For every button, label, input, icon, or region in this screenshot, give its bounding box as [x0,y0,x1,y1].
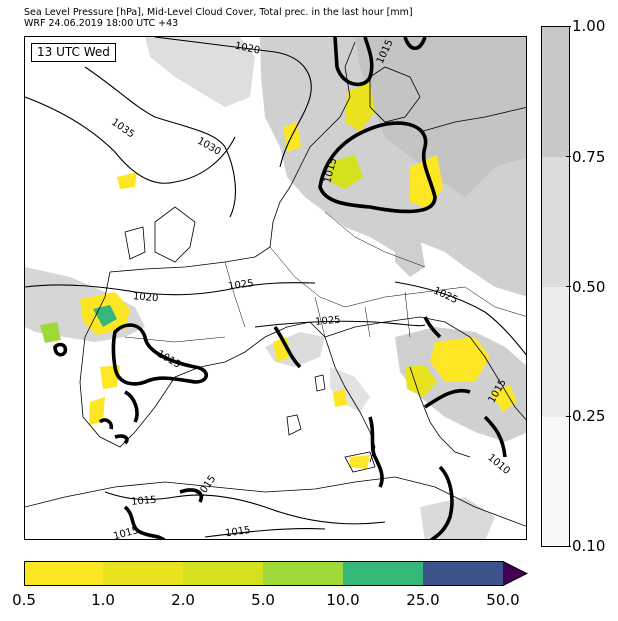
isobar-label: 1025 [228,278,255,292]
cloud-tick-label: 1.00 [572,17,606,35]
cloud-tick-label: 0.25 [572,407,606,425]
precip-segment-25.0-50.0 [423,561,503,586]
isobar-label: 1015 [155,349,183,371]
isobar-label: 1030 [195,136,223,158]
cloud-tick-mark [566,156,571,157]
precip-tick-label: 50.0 [486,591,520,609]
cloud-segment-075-100 [542,27,569,157]
isobar-label: 1010 [485,452,512,477]
isobar-label: 1035 [109,117,136,141]
isobar-label: 1015 [225,525,252,539]
isobar-label: 1015 [131,495,157,508]
cloud-tick-mark [566,546,571,547]
precip-tick-label: 5.0 [251,591,275,609]
cloud-tick-label: 0.10 [572,537,606,555]
cloud-tick-mark [566,26,571,27]
precip-tick-label: 0.5 [12,591,36,609]
cloud-segment-010-025 [542,417,569,546]
precip-tick-label: 1.0 [91,591,115,609]
isobar-label: 1025 [432,285,460,306]
precip-segment-2.0-5.0 [183,561,263,586]
cloud-segment-050-075 [542,157,569,287]
cloud-tick-mark [566,286,571,287]
isobar-label: 1020 [234,41,261,57]
valid-time-label: 13 UTC Wed [31,43,116,62]
precip-segment-5.0-10.0 [263,561,343,586]
cloud-segment-025-050 [542,287,569,417]
weather-map: 1020 1035 1030 1015 1015 1020 1025 1025 … [25,37,526,540]
isobar-1015-thick [53,37,507,539]
isobar-layer [25,37,526,538]
precip-overflow-arrow [503,561,527,586]
coastline-layer [25,41,526,527]
precip-tick-label: 25.0 [406,591,440,609]
precip-segment-1.0-2.0 [103,561,183,586]
precip-tick-label: 10.0 [326,591,360,609]
precipitation-colorbar [24,561,528,586]
model-run-subtitle: WRF 24.06.2019 18:00 UTC +43 [24,18,179,29]
isobar-label: 1015 [112,525,139,540]
map-panel: 1020 1035 1030 1015 1015 1020 1025 1025 … [24,36,527,540]
cloud-tick-mark [566,416,571,417]
precip-segment-10.0-25.0 [343,561,423,586]
precipitation-layer [40,82,517,469]
isobar-label: 1020 [132,291,158,304]
cloud-tick-label: 0.50 [572,278,606,296]
map-title: Sea Level Pressure [hPa], Mid-Level Clou… [24,7,413,18]
cloud-tick-label: 0.75 [572,148,606,166]
precip-tick-label: 2.0 [171,591,195,609]
isobar-label: 1025 [315,315,341,328]
precip-segment-0.5-1.0 [24,561,103,586]
border-layer [124,211,526,343]
